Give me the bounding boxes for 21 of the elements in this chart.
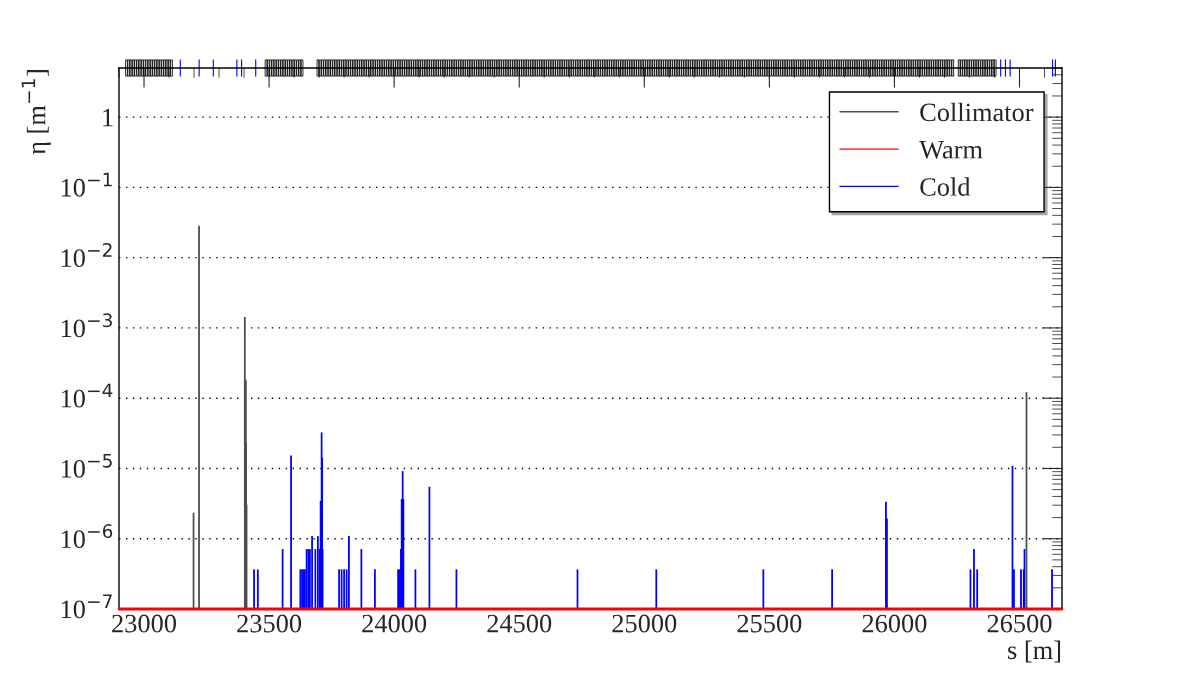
y-tick-label: 10$^{−3}$ [61, 313, 112, 338]
y-tick-label: 10$^{−6}$ [61, 524, 113, 549]
x-tick-label: 24000 [362, 614, 427, 633]
x-axis-title: s [m] [1008, 640, 1061, 663]
x-tick-label: 23000 [112, 614, 176, 633]
y-tick-label: 1 [103, 108, 113, 127]
x-tick-label: 26000 [862, 614, 927, 633]
legend-label: Cold [920, 177, 971, 196]
x-tick-label: 26500 [987, 614, 1052, 633]
y-tick-label: 10$^{−2}$ [61, 242, 112, 268]
y-tick-label: 10$^{−4}$ [61, 383, 113, 408]
x-tick-label: 25500 [737, 614, 802, 633]
legend-label: Collimator [920, 102, 1034, 122]
x-tick-label: 23500 [237, 614, 302, 633]
y-tick-label: 10$^{−1}$ [61, 172, 112, 197]
legend-label: Warm [919, 141, 983, 159]
y-tick-label: 10$^{−7}$ [61, 594, 112, 619]
y-tick-label: 10$^{−5}$ [61, 453, 112, 478]
x-tick-label: 24500 [487, 614, 552, 633]
x-tick-label: 25000 [612, 614, 677, 633]
y-axis-title: η [m$^{−1}$] [21, 70, 51, 155]
